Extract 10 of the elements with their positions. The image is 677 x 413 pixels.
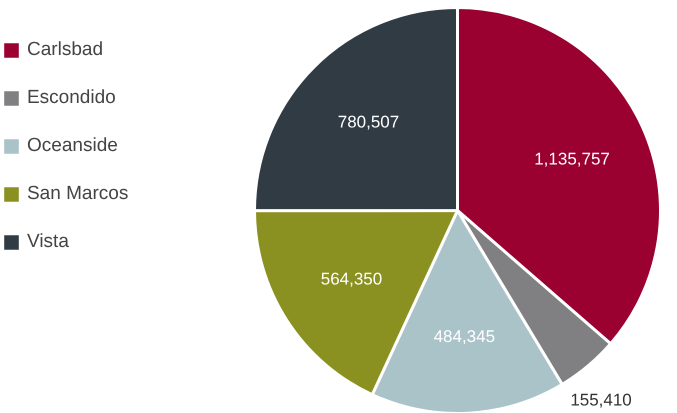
- data-label: 564,350: [320, 269, 382, 288]
- data-label: 1,135,757: [534, 149, 610, 168]
- data-label: 484,345: [434, 327, 496, 346]
- data-label: 780,507: [338, 112, 400, 132]
- data-label: 155,410: [570, 390, 632, 410]
- legend-label: Escondido: [27, 87, 116, 109]
- legend-label: Oceanside: [27, 135, 118, 157]
- legend-label: Carlsbad: [27, 39, 104, 61]
- legend-label: San Marcos: [27, 183, 128, 205]
- legend-label: Vista: [27, 231, 69, 253]
